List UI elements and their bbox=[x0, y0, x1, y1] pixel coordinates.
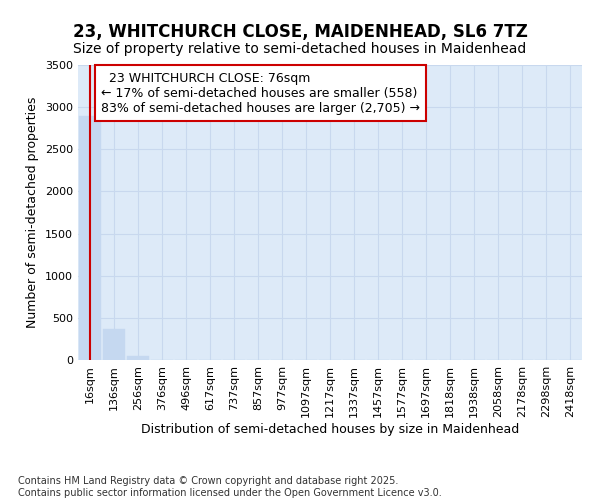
Text: 23, WHITCHURCH CLOSE, MAIDENHEAD, SL6 7TZ: 23, WHITCHURCH CLOSE, MAIDENHEAD, SL6 7T… bbox=[73, 22, 527, 40]
Text: Contains HM Land Registry data © Crown copyright and database right 2025.
Contai: Contains HM Land Registry data © Crown c… bbox=[18, 476, 442, 498]
Bar bbox=[103, 329, 125, 360]
Bar bbox=[79, 116, 101, 360]
Bar bbox=[127, 356, 149, 360]
X-axis label: Distribution of semi-detached houses by size in Maidenhead: Distribution of semi-detached houses by … bbox=[141, 422, 519, 436]
Text: Size of property relative to semi-detached houses in Maidenhead: Size of property relative to semi-detach… bbox=[73, 42, 527, 56]
Y-axis label: Number of semi-detached properties: Number of semi-detached properties bbox=[26, 97, 40, 328]
Text: 23 WHITCHURCH CLOSE: 76sqm
← 17% of semi-detached houses are smaller (558)
83% o: 23 WHITCHURCH CLOSE: 76sqm ← 17% of semi… bbox=[101, 72, 420, 114]
